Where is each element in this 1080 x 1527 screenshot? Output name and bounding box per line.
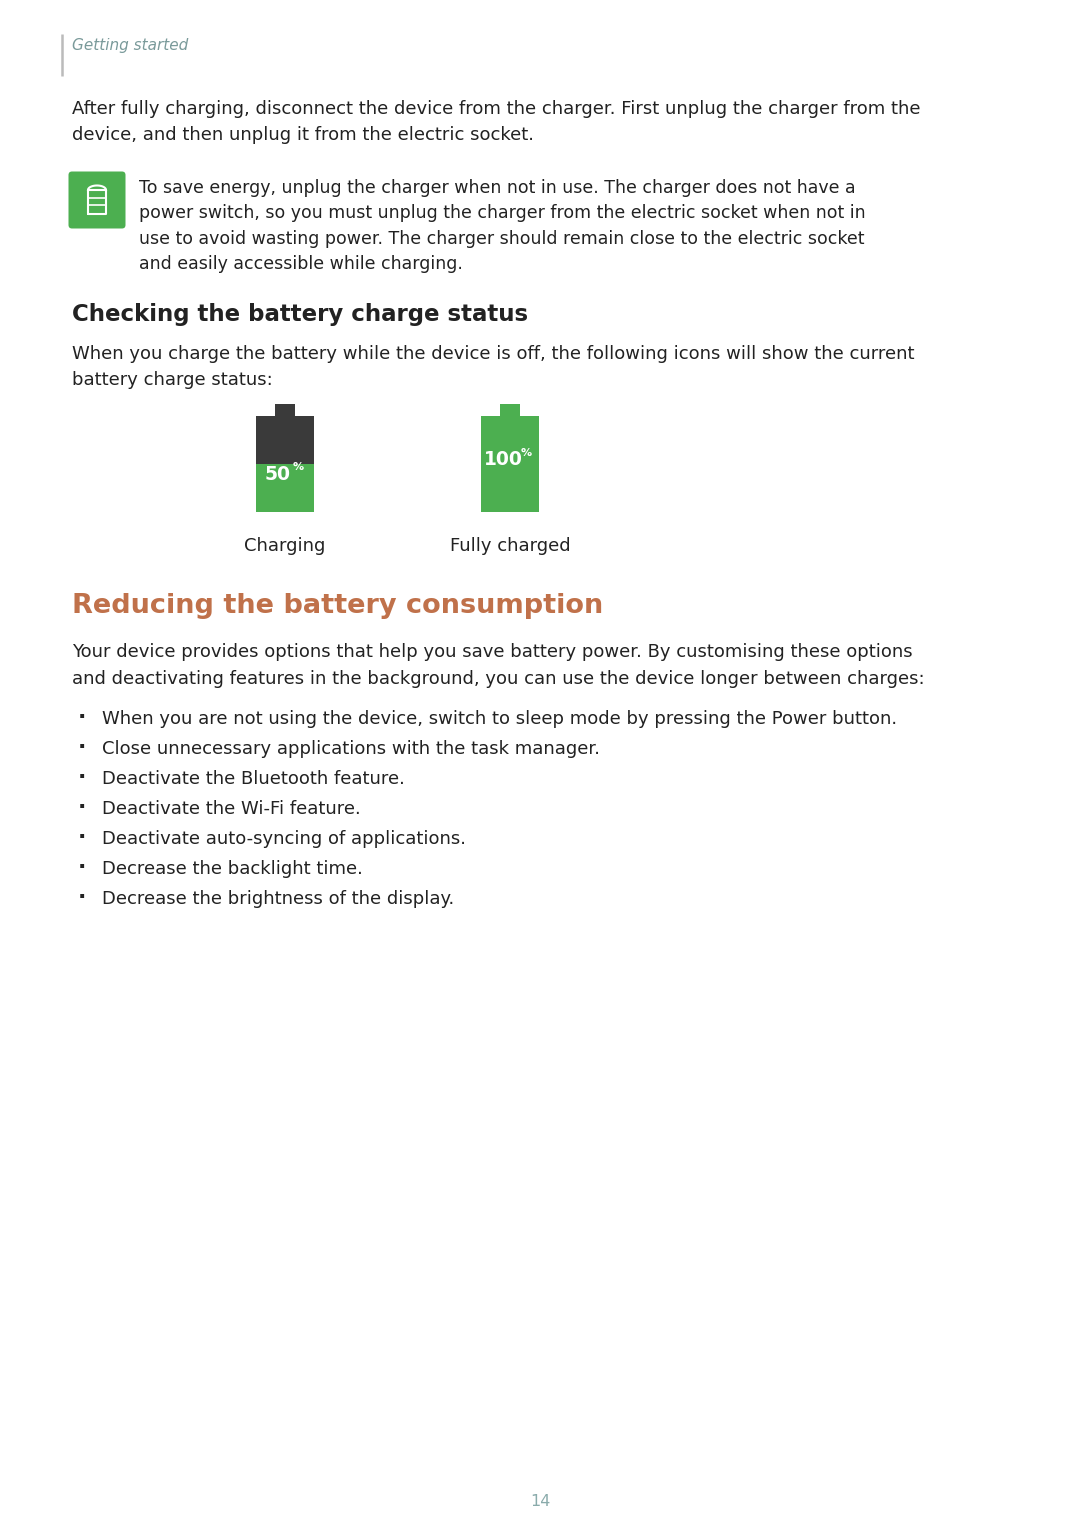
Text: ·: ·	[78, 887, 86, 907]
Text: Charging: Charging	[244, 538, 326, 554]
Text: When you are not using the device, switch to sleep mode by pressing the Power bu: When you are not using the device, switc…	[102, 710, 897, 728]
Text: ·: ·	[78, 738, 86, 757]
Text: Decrease the brightness of the display.: Decrease the brightness of the display.	[102, 890, 455, 909]
Text: Deactivate the Bluetooth feature.: Deactivate the Bluetooth feature.	[102, 770, 405, 788]
Text: 100: 100	[484, 450, 523, 469]
Bar	[500, 403, 519, 415]
Text: use to avoid wasting power. The charger should remain close to the electric sock: use to avoid wasting power. The charger …	[139, 231, 864, 247]
Text: Fully charged: Fully charged	[449, 538, 570, 554]
Text: Reducing the battery consumption: Reducing the battery consumption	[72, 594, 604, 620]
Text: %: %	[521, 447, 532, 458]
Bar	[481, 415, 539, 512]
Text: ·: ·	[78, 857, 86, 876]
Text: Deactivate the Wi-Fi feature.: Deactivate the Wi-Fi feature.	[102, 800, 361, 818]
Text: battery charge status:: battery charge status:	[72, 371, 273, 389]
Text: After fully charging, disconnect the device from the charger. First unplug the c: After fully charging, disconnect the dev…	[72, 99, 920, 118]
Text: Your device provides options that help you save battery power. By customising th: Your device provides options that help y…	[72, 643, 913, 661]
Text: device, and then unplug it from the electric socket.: device, and then unplug it from the elec…	[72, 127, 534, 145]
Bar	[256, 464, 314, 512]
Text: Close unnecessary applications with the task manager.: Close unnecessary applications with the …	[102, 741, 600, 759]
Text: ·: ·	[78, 797, 86, 817]
Bar	[256, 415, 314, 464]
Text: and easily accessible while charging.: and easily accessible while charging.	[139, 255, 463, 273]
Text: Checking the battery charge status: Checking the battery charge status	[72, 302, 528, 325]
Text: ·: ·	[78, 707, 86, 727]
FancyBboxPatch shape	[68, 171, 125, 229]
Text: ·: ·	[78, 767, 86, 788]
Bar	[275, 403, 295, 415]
Text: and deactivating features in the background, you can use the device longer betwe: and deactivating features in the backgro…	[72, 670, 924, 687]
Text: power switch, so you must unplug the charger from the electric socket when not i: power switch, so you must unplug the cha…	[139, 205, 866, 223]
Text: When you charge the battery while the device is off, the following icons will sh: When you charge the battery while the de…	[72, 345, 915, 363]
Text: 14: 14	[530, 1495, 550, 1510]
Text: %: %	[293, 461, 303, 472]
Text: ·: ·	[78, 828, 86, 847]
Text: To save energy, unplug the charger when not in use. The charger does not have a: To save energy, unplug the charger when …	[139, 179, 855, 197]
Text: Decrease the backlight time.: Decrease the backlight time.	[102, 860, 363, 878]
Text: Deactivate auto-syncing of applications.: Deactivate auto-syncing of applications.	[102, 831, 465, 849]
Text: Getting started: Getting started	[72, 38, 188, 53]
Text: 50: 50	[265, 464, 291, 484]
